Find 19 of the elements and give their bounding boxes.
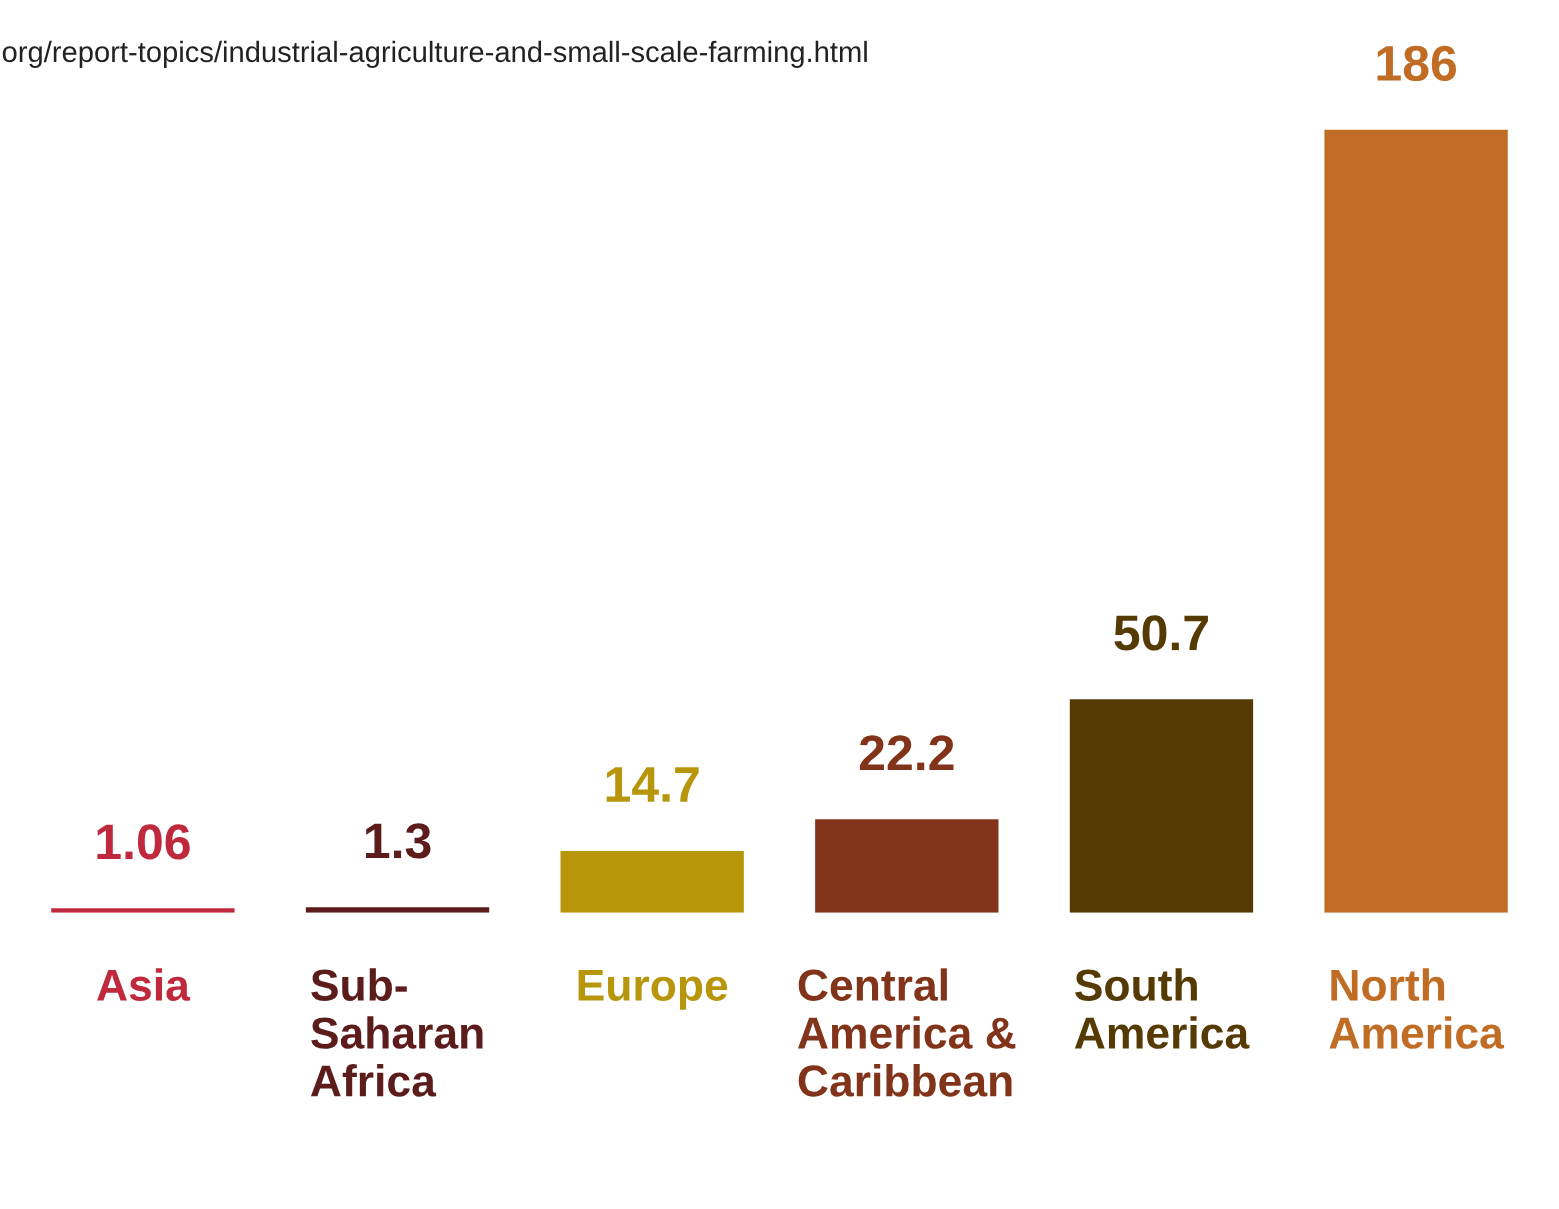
text: org/report-topics/industrial-agriculture-and-small-scale-farming.html: [2, 40, 867, 68]
bar: [305, 907, 490, 913]
bar: [1324, 129, 1508, 913]
x-tick-label: Sub- Saharan Africa: [310, 968, 483, 1097]
x-tick-label: Asia: [97, 968, 191, 1001]
data-label: 186: [1377, 45, 1456, 82]
data-label: 22.2: [859, 735, 954, 771]
bar: [51, 908, 235, 913]
x-tick-label: Central America & Caribbean: [798, 968, 1016, 1097]
bar: [560, 850, 744, 913]
data-label: 50.7: [1114, 615, 1208, 651]
data-label: 1.3: [365, 823, 431, 859]
bar: [815, 819, 999, 913]
data-label: 14.7: [606, 767, 699, 802]
data-label: 1.06: [97, 824, 190, 860]
x-tick-label: North America: [1329, 968, 1505, 1049]
bar: [1069, 699, 1254, 913]
x-tick-label: Europe: [578, 969, 728, 1010]
x-tick-label: South America: [1074, 968, 1250, 1049]
